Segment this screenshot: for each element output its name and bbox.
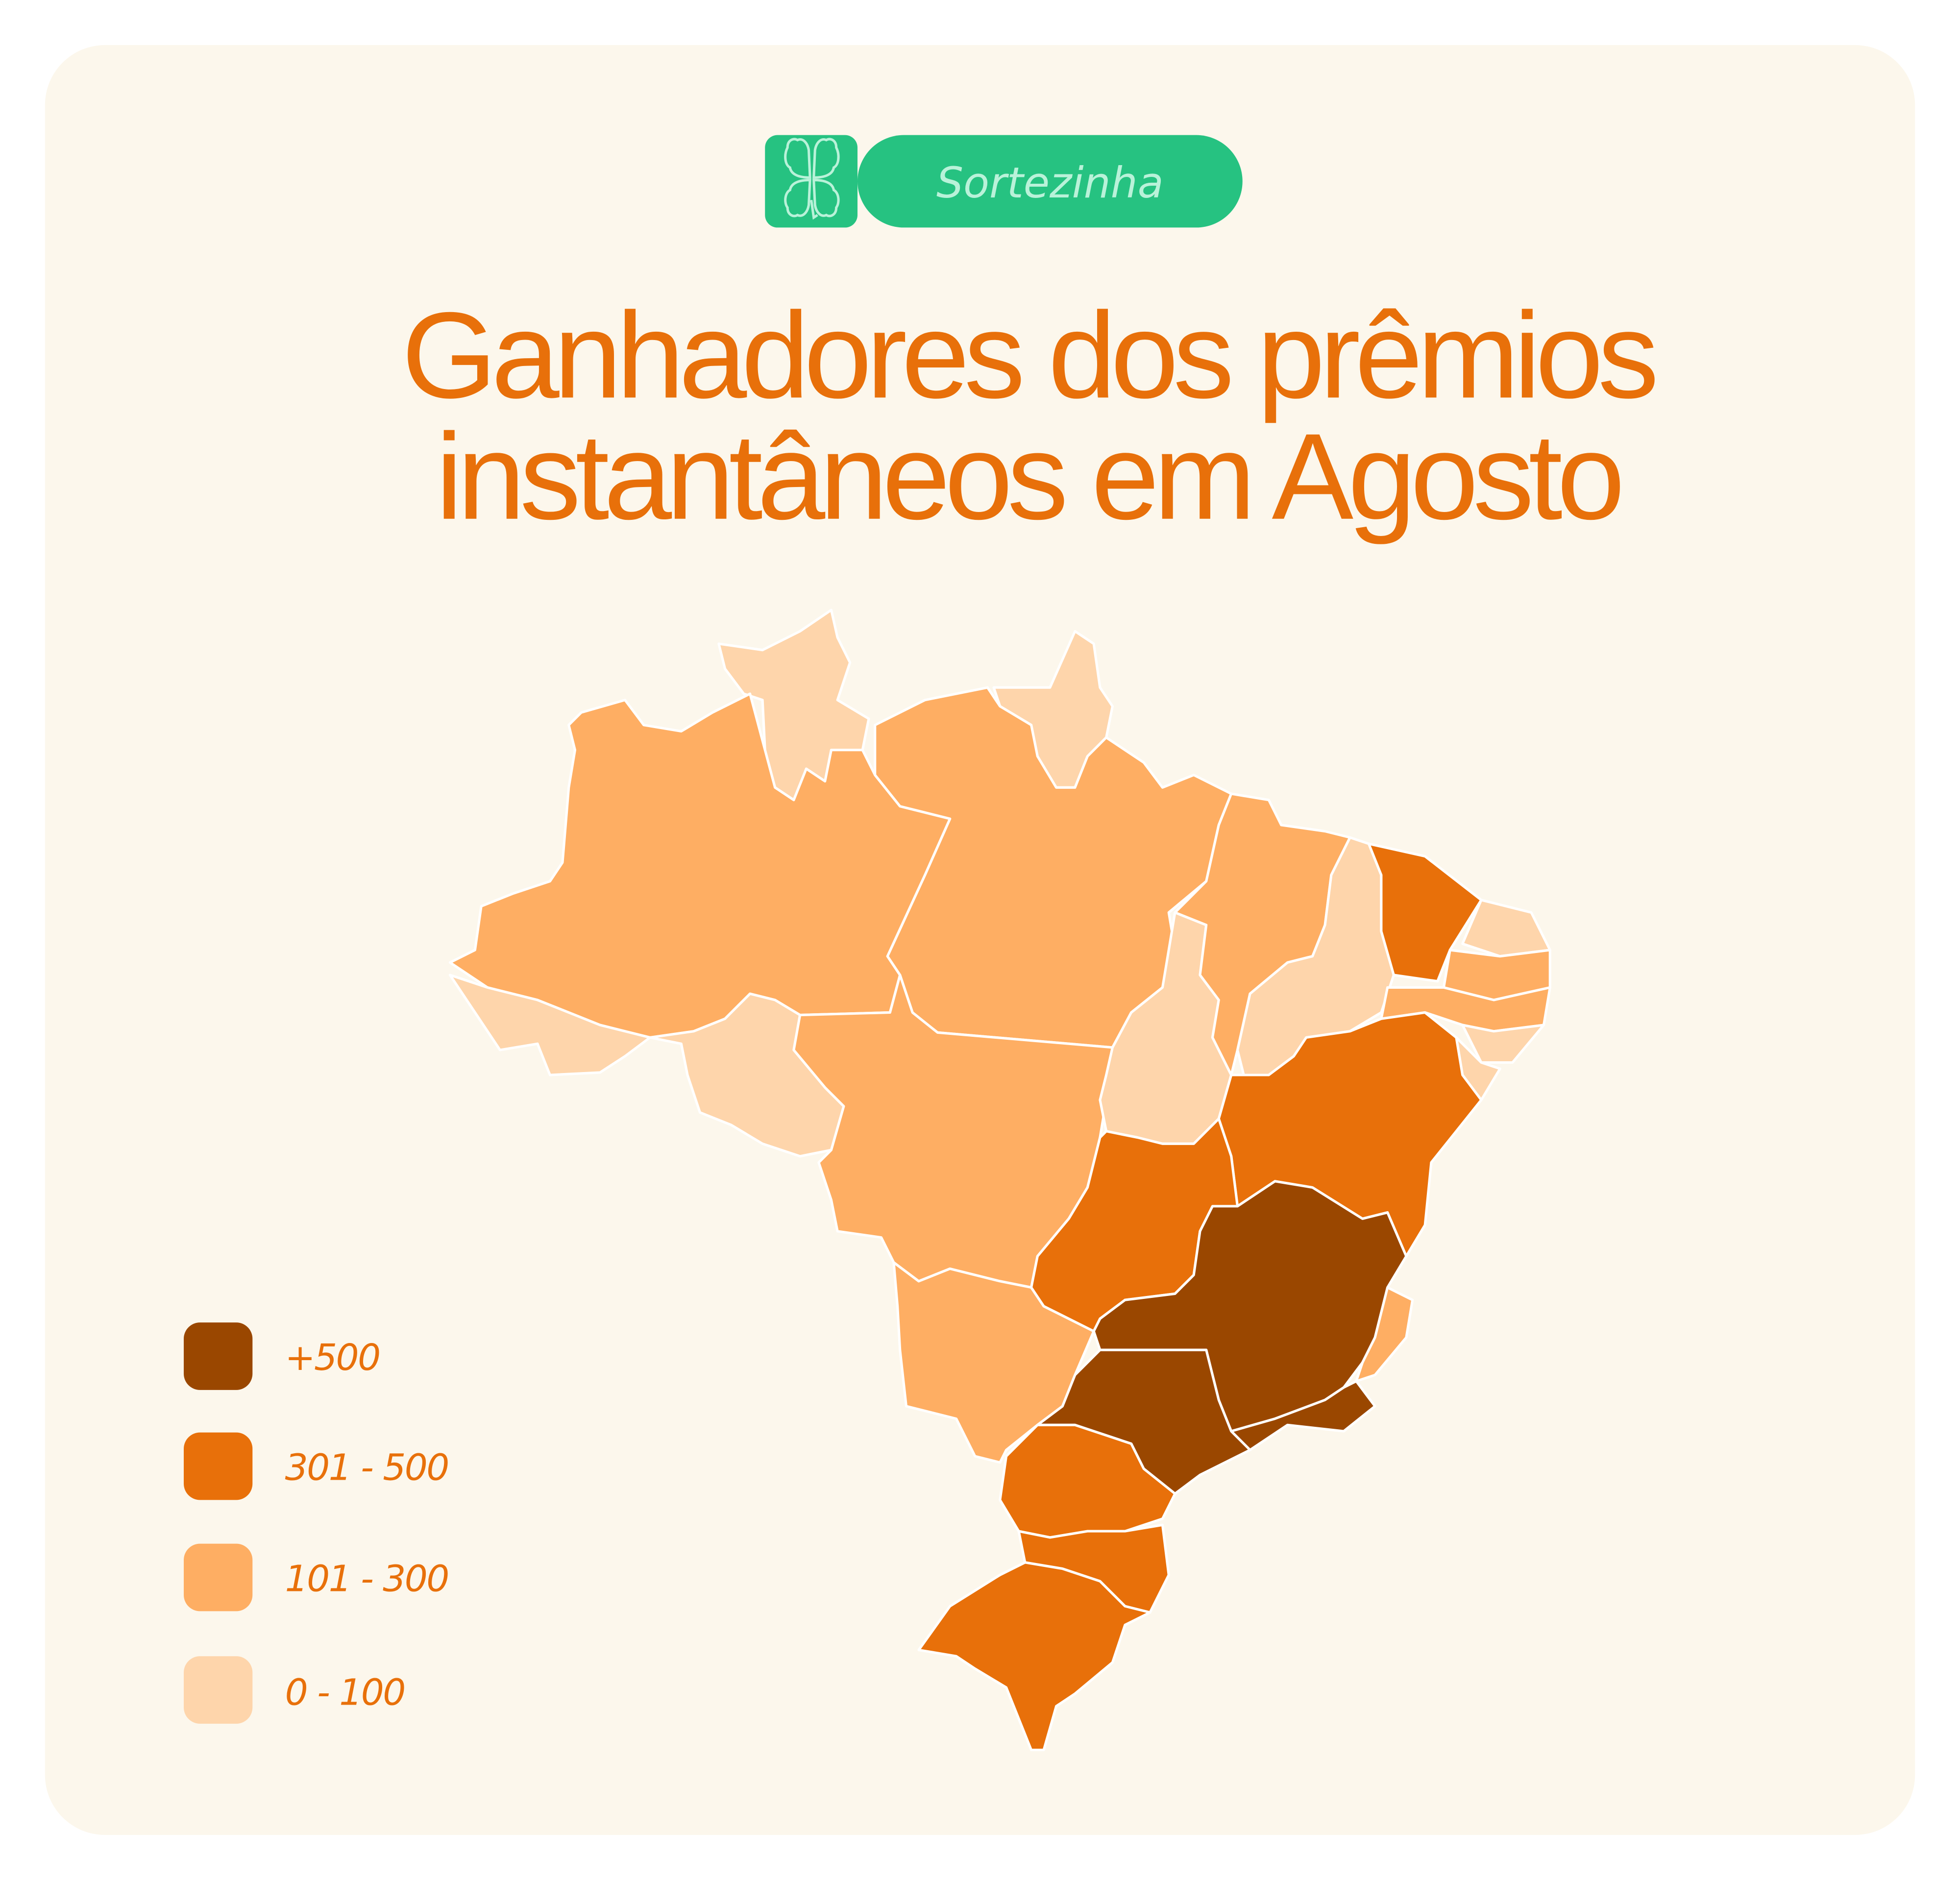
legend-item: 101 - 300 [184,1543,449,1611]
brand-logo: Sortezinha [765,135,1243,228]
brand-pill [858,135,1243,228]
clover-badge [765,135,858,228]
brazil-map [448,609,1551,1752]
title-line-2: instantâneos em Agosto [436,408,1620,545]
state-rj [1230,1380,1376,1451]
legend-swatch [184,1656,253,1724]
legend-swatch [184,1322,253,1390]
legend-label: +500 [285,1337,380,1379]
legend-item: +500 [184,1322,381,1390]
title-line-1: Ganhadores dos prêmios [402,287,1655,423]
legend-item: 0 - 100 [184,1656,406,1724]
four-leaf-clover-icon [784,138,840,220]
state-ce [1367,842,1483,983]
legend-swatch [184,1432,253,1500]
state-ac [448,974,652,1076]
legend-label: 0 - 100 [285,1672,405,1714]
state-rs [917,1561,1152,1752]
legend-label: 101 - 300 [285,1558,448,1600]
legend-item: 301 - 500 [184,1432,449,1500]
brand-name: Sortezinha [936,158,1164,208]
legend-label: 301 - 500 [285,1447,448,1489]
state-es [1355,1286,1414,1383]
legend: +500 301 - 500 101 - 300 0 - 100 [184,1322,449,1724]
legend-swatch [184,1543,253,1611]
state-al [1461,1024,1545,1064]
